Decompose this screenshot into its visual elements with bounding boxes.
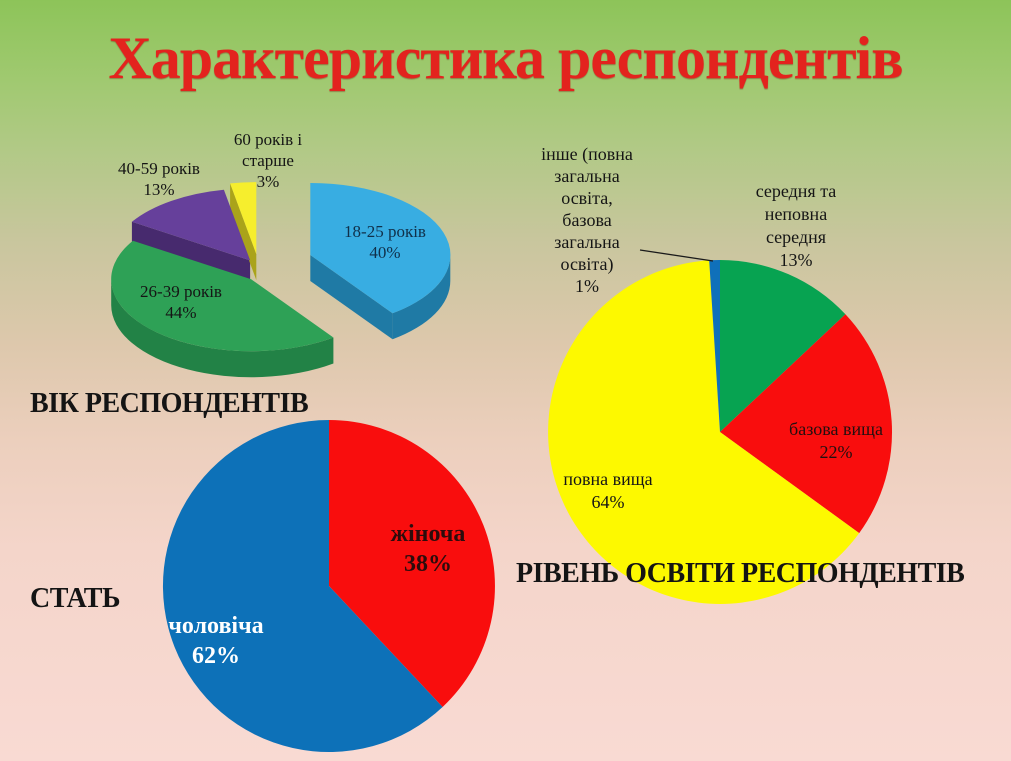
education-pie-label-secondary: середня та неповна середня 13% <box>755 181 837 270</box>
gender-chart-title: СТАТЬ <box>30 583 120 614</box>
age-pie-label-60-plus: 60 років і старше 3% <box>233 130 303 191</box>
age-pie-label-18-25: 18-25 років 40% <box>344 222 426 262</box>
age-pie-slice-1-rim <box>111 279 334 378</box>
gender-pie-label-male: чоловіча 62% <box>168 613 264 669</box>
age-pie-slice-0-top <box>310 182 451 314</box>
education-pie-slice-1 <box>720 314 893 534</box>
education-pie-label-basic-higher: базова вища 22% <box>789 419 883 462</box>
age-chart-title: ВІК РЕСПОНДЕНТІВ <box>30 388 309 419</box>
age-pie-slice-0-rim <box>392 255 451 340</box>
slide-title: Характеристика респондентів <box>108 25 903 91</box>
age-pie-label-40-59: 40-59 років 13% <box>118 159 200 199</box>
education-pie-slice-3 <box>709 259 720 432</box>
age-pie-slice-3-cut-face <box>230 183 257 281</box>
gender-pie-label-female: жіноча 38% <box>390 521 466 577</box>
education-pie-slice-2 <box>548 260 860 604</box>
age-pie-slice-3-top <box>230 182 257 255</box>
age-pie-slice-1-top <box>111 240 334 352</box>
age-pie-slice-2-top <box>131 189 251 261</box>
age-pie-slice-0-cut-face <box>310 255 393 340</box>
education-pie-label-full-higher: повна вища 64% <box>563 469 653 512</box>
age-pie-label-26-39: 26-39 років 44% <box>140 282 222 322</box>
education-pie-label-other: інше (повна загальна освіта, базова зага… <box>541 144 633 296</box>
gender-pie-slice-1 <box>162 420 443 752</box>
education-other-leader-line <box>639 249 714 262</box>
gender-pie-slice-0 <box>329 420 495 707</box>
education-chart-title: РІВЕНЬ ОСВІТИ РЕСПОНДЕНТІВ <box>516 558 965 589</box>
education-pie-slice-0 <box>720 260 846 432</box>
